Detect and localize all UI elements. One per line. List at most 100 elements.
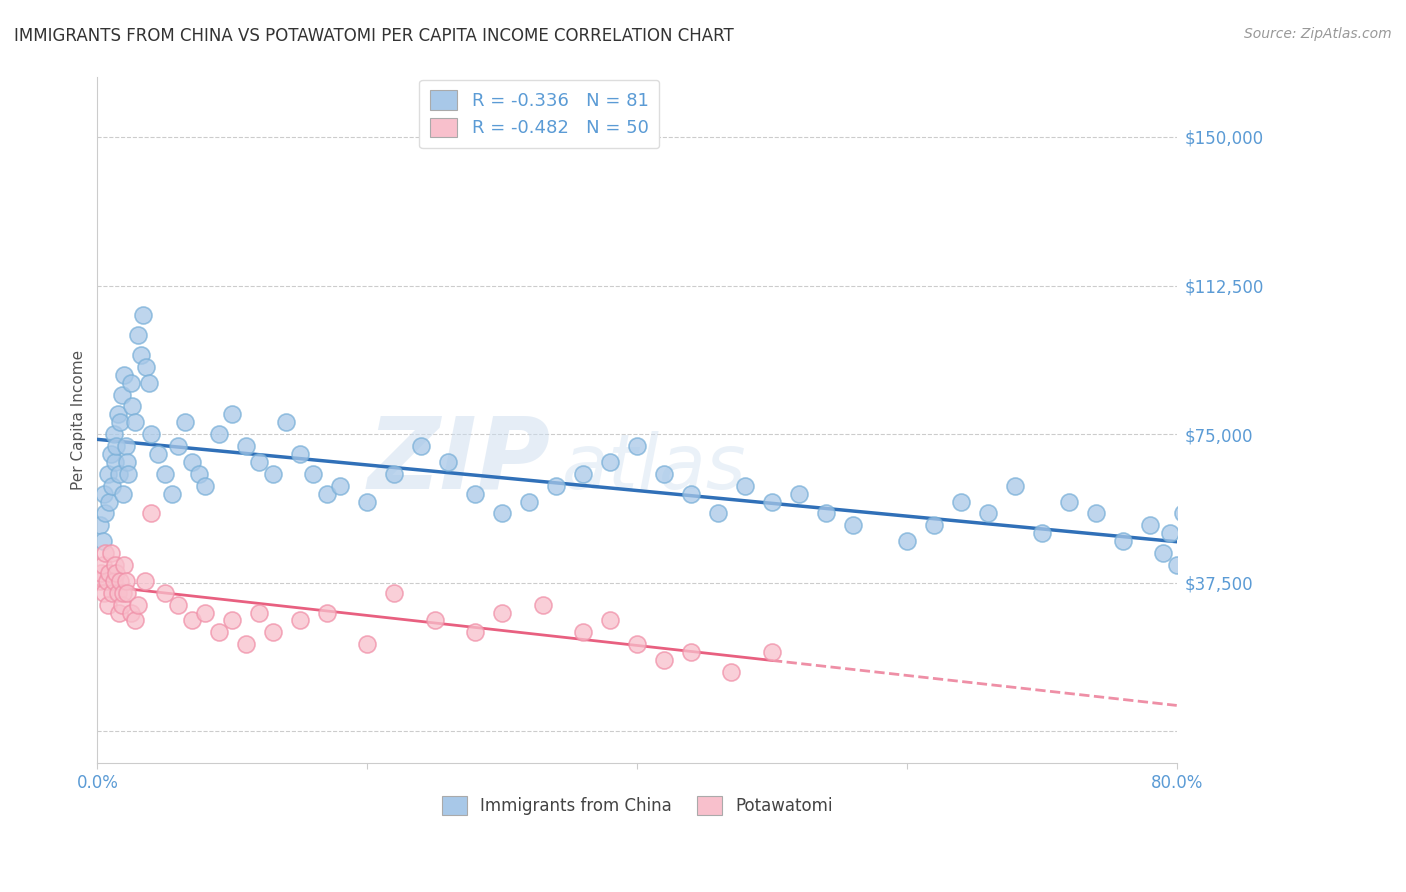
Point [1084,507,1107,521]
Point [707,507,730,521]
Point [111,387,134,401]
Point [1139,518,1161,533]
Point [262,625,284,640]
Point [1166,558,1188,572]
Point [262,467,284,481]
Point [247,606,270,620]
Point [174,415,197,429]
Point [134,574,156,588]
Point [1112,534,1135,549]
Point [464,486,486,500]
Point [120,376,142,390]
Point [208,625,231,640]
Point [247,455,270,469]
Point [221,408,243,422]
Text: IMMIGRANTS FROM CHINA VS POTAWATOMI PER CAPITA INCOME CORRELATION CHART: IMMIGRANTS FROM CHINA VS POTAWATOMI PER … [14,27,734,45]
Point [100,546,122,560]
Point [787,486,810,500]
Point [120,606,142,620]
Point [129,348,152,362]
Point [720,665,742,679]
Point [626,439,648,453]
Point [276,415,298,429]
Point [235,637,257,651]
Point [437,455,460,469]
Y-axis label: Per Capita Income: Per Capita Income [72,351,86,491]
Point [112,368,135,382]
Point [1180,645,1202,659]
Point [382,585,405,599]
Point [89,518,111,533]
Point [105,439,128,453]
Point [132,308,155,322]
Point [100,447,122,461]
Point [91,534,114,549]
Point [464,625,486,640]
Point [105,566,128,580]
Point [107,585,129,599]
Point [135,359,157,374]
Point [221,614,243,628]
Text: Source: ZipAtlas.com: Source: ZipAtlas.com [1244,27,1392,41]
Point [98,566,121,580]
Point [329,478,352,492]
Point [93,585,115,599]
Point [652,467,675,481]
Point [97,467,120,481]
Point [599,614,621,628]
Point [98,494,121,508]
Point [1159,526,1181,541]
Point [315,486,337,500]
Point [423,614,446,628]
Point [288,614,311,628]
Point [167,598,190,612]
Point [235,439,257,453]
Point [103,427,125,442]
Point [180,614,202,628]
Point [315,606,337,620]
Point [115,455,138,469]
Point [107,408,129,422]
Point [114,574,136,588]
Point [1031,526,1053,541]
Point [101,478,124,492]
Point [288,447,311,461]
Point [1173,507,1195,521]
Point [302,467,325,481]
Point [112,558,135,572]
Point [922,518,945,533]
Point [138,376,160,390]
Point [194,478,217,492]
Point [114,439,136,453]
Point [761,494,783,508]
Point [180,455,202,469]
Point [101,585,124,599]
Point [491,606,513,620]
Point [167,439,190,453]
Point [977,507,1000,521]
Point [761,645,783,659]
Point [896,534,918,549]
Point [91,558,114,572]
Point [382,467,405,481]
Point [117,467,139,481]
Point [491,507,513,521]
Point [124,614,146,628]
Point [111,486,134,500]
Point [1152,546,1174,560]
Point [110,574,132,588]
Point [111,585,134,599]
Point [679,645,702,659]
Point [124,415,146,429]
Point [141,427,163,442]
Point [110,415,132,429]
Point [517,494,540,508]
Point [679,486,702,500]
Point [572,625,595,640]
Point [146,447,169,461]
Point [208,427,231,442]
Point [108,606,131,620]
Point [89,574,111,588]
Point [814,507,837,521]
Point [194,606,217,620]
